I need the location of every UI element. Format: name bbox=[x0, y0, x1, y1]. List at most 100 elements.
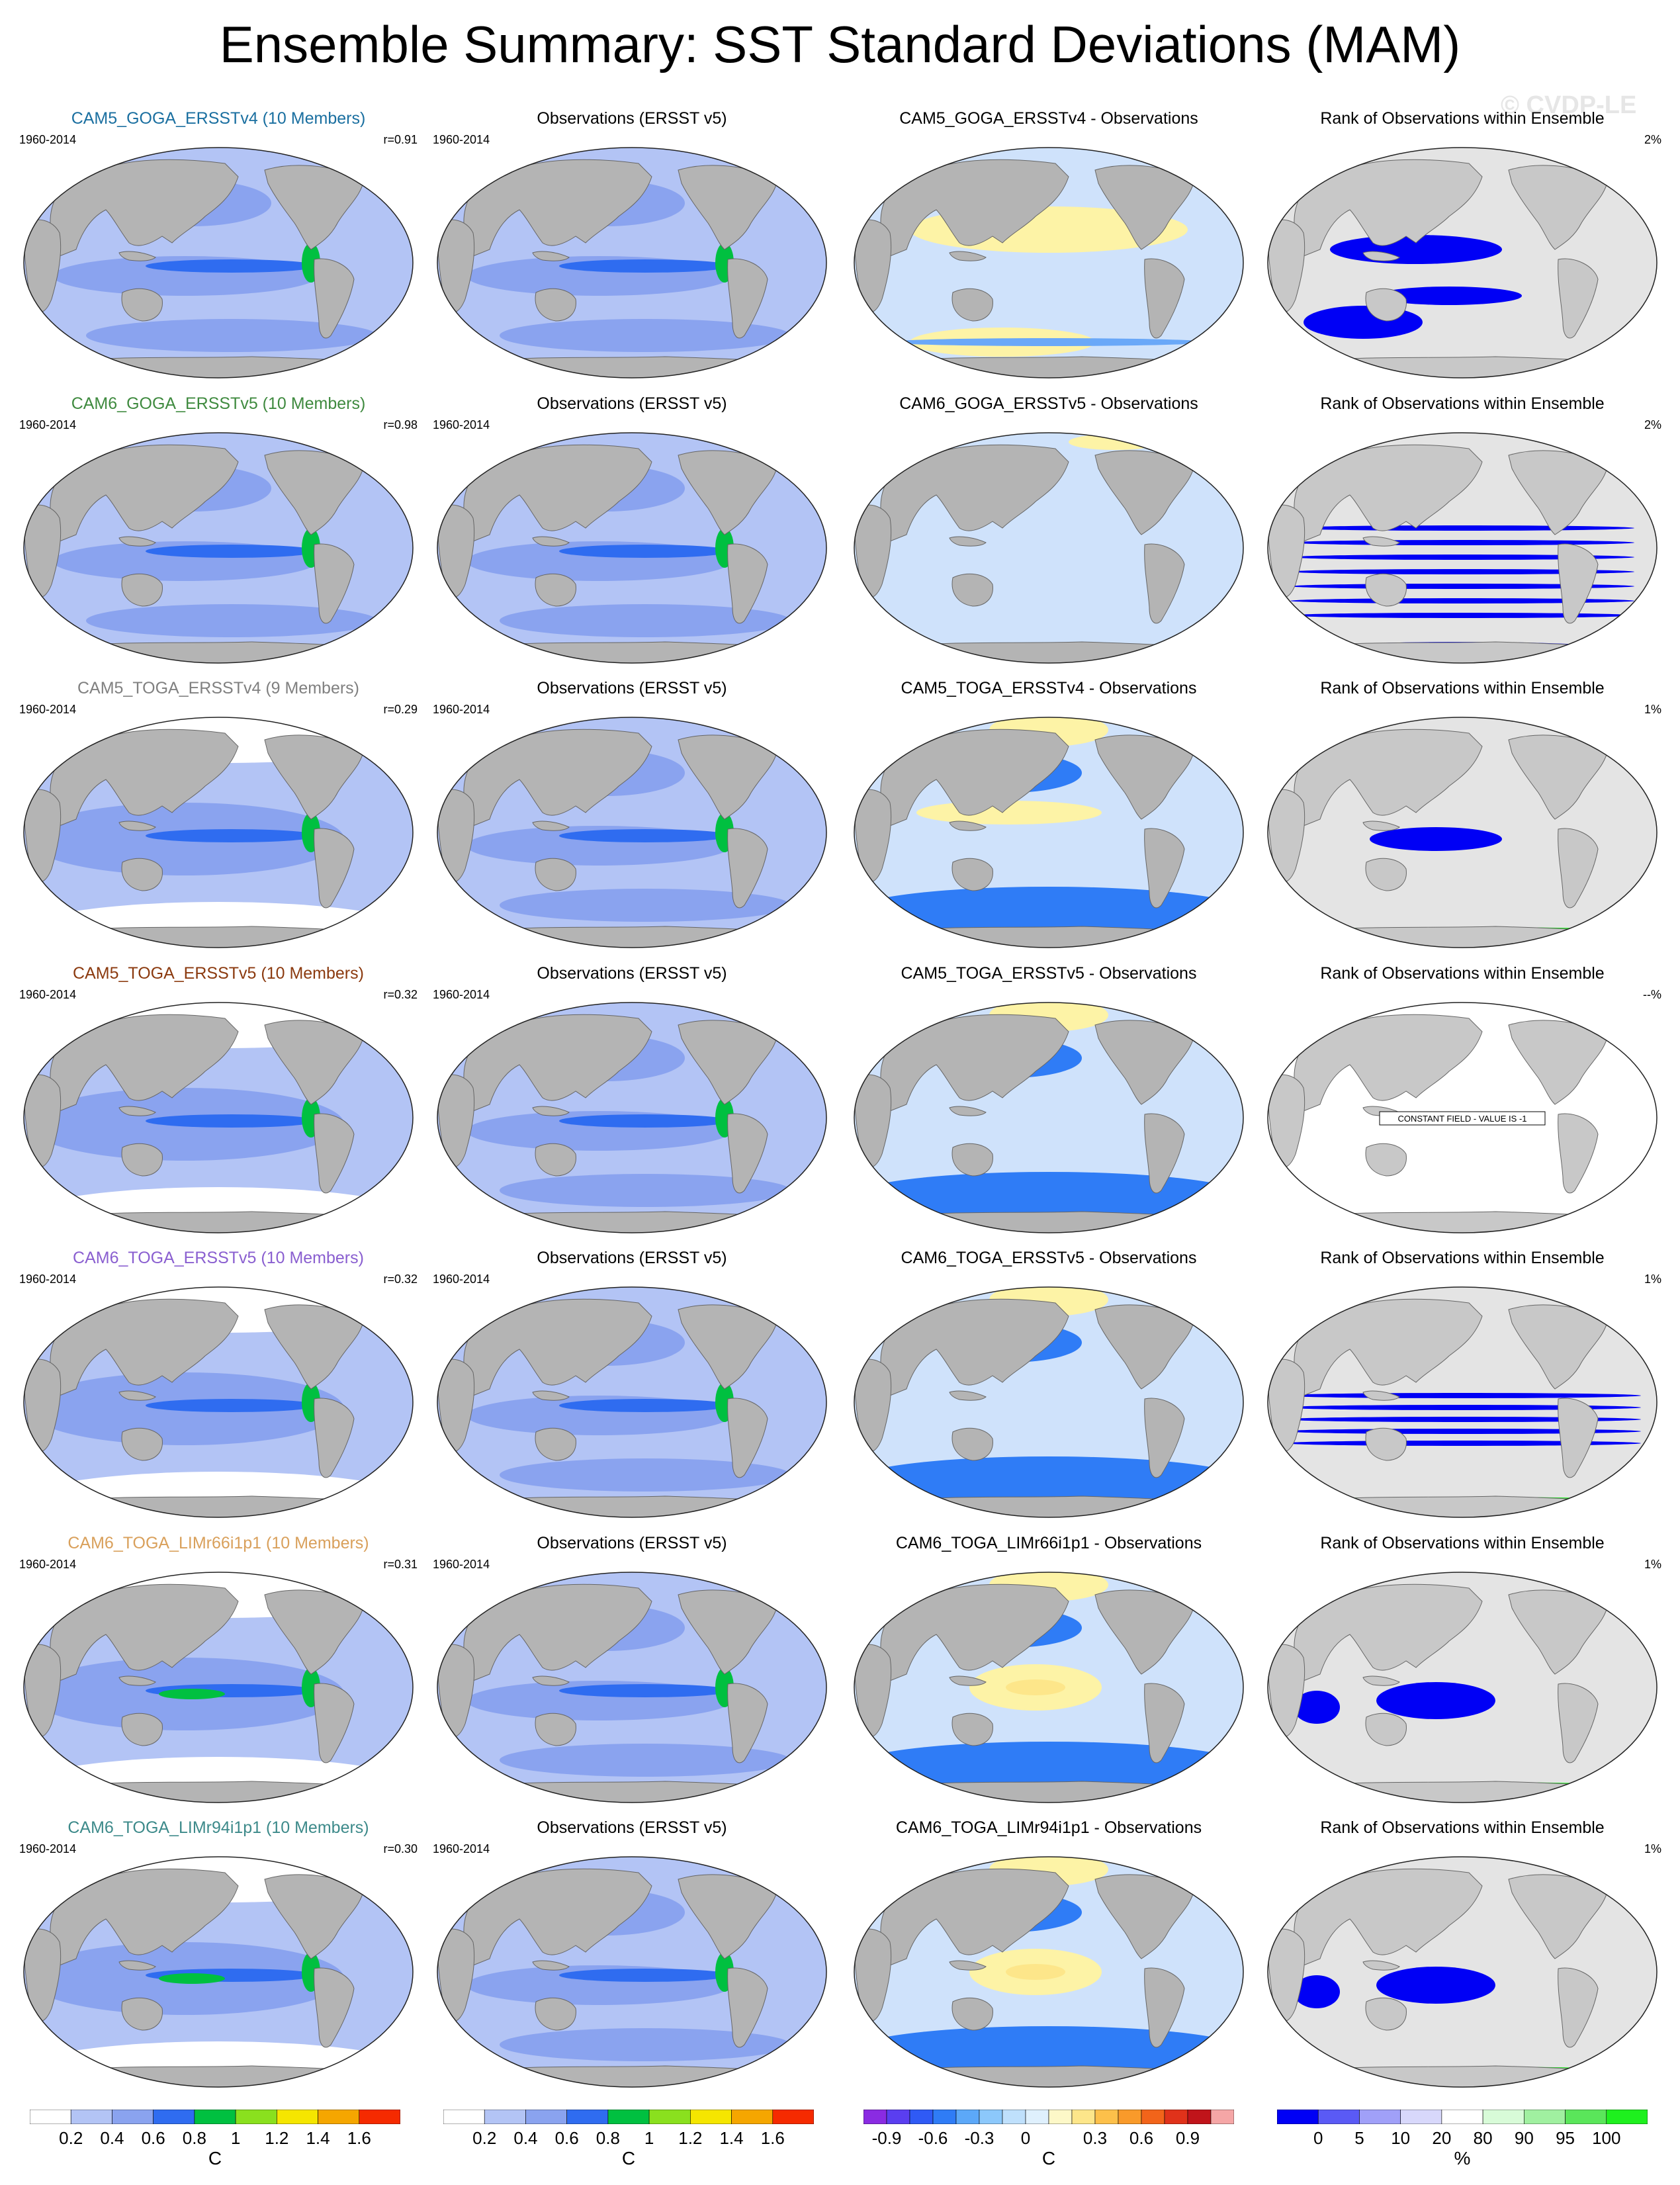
panel-diff-row-5: CAM6_TOGA_ERSSTv5 - Observations bbox=[840, 1242, 1257, 1527]
south-america-land bbox=[727, 1967, 768, 2048]
greenland-land bbox=[1197, 725, 1222, 750]
asia-land bbox=[50, 1583, 239, 1681]
map-border bbox=[23, 1571, 414, 1803]
colorbar-swatch bbox=[1565, 2109, 1607, 2125]
south-america-land bbox=[314, 828, 355, 909]
south-america-land bbox=[314, 1683, 355, 1763]
map-border bbox=[437, 147, 827, 379]
panel-title: Rank of Observations within Ensemble bbox=[1320, 394, 1605, 413]
greenland-land bbox=[1611, 1010, 1636, 1036]
south-america-land bbox=[1144, 258, 1185, 339]
australia-land bbox=[1365, 858, 1407, 891]
asia-land bbox=[463, 1583, 652, 1681]
figure-title: Ensemble Summary: SST Standard Deviation… bbox=[219, 15, 1461, 73]
colorbar-swatch bbox=[909, 2109, 934, 2125]
colorbar-swatch bbox=[1210, 2109, 1235, 2125]
world-map bbox=[23, 1856, 414, 2088]
colorbar-4: 0 5 10 20 80 90 95 100% bbox=[1276, 2109, 1648, 2168]
constant-field-note: CONSTANT FIELD - VALUE IS -1 bbox=[1397, 1114, 1526, 1124]
note-box bbox=[1379, 1111, 1546, 1125]
world-map bbox=[1267, 1571, 1658, 1803]
indonesia-land bbox=[118, 1106, 156, 1116]
panel-title: Observations (ERSST v5) bbox=[537, 1818, 727, 1837]
panel-model-row-1: CAM5_GOGA_ERSSTv4 (10 Members) 1960-2014 r… bbox=[10, 103, 427, 387]
map-border bbox=[1267, 1571, 1658, 1803]
map-border bbox=[437, 1856, 827, 2088]
panel-model-row-3: CAM5_TOGA_ERSSTv4 (9 Members) 1960-2014 r=… bbox=[10, 672, 427, 957]
colorbar-tick-label: 0 bbox=[1020, 2128, 1031, 2148]
colorbar-1: 0.2 0.4 0.6 0.8 1 1.2 1.4 1.6 C bbox=[29, 2109, 401, 2168]
period-label: 1960-2014 bbox=[433, 1842, 490, 1855]
australia-land bbox=[951, 1713, 993, 1746]
asia-land bbox=[50, 1298, 239, 1396]
colorbar-tick-label: 0.3 bbox=[1083, 2128, 1108, 2148]
south-america-land bbox=[1144, 828, 1185, 909]
rank-percent: 1% bbox=[1644, 1842, 1661, 1855]
period-label: 1960-2014 bbox=[433, 987, 490, 1001]
greenland-land bbox=[1611, 155, 1636, 181]
australia-land bbox=[1365, 1997, 1407, 2031]
colorbar-swatch bbox=[359, 2109, 401, 2125]
greenland-land bbox=[1611, 725, 1636, 750]
world-map bbox=[854, 147, 1244, 379]
field-contour bbox=[854, 1171, 1243, 1222]
asia-land bbox=[50, 444, 239, 542]
field-contour bbox=[1290, 612, 1634, 618]
asia-land bbox=[880, 159, 1069, 257]
colorbar-tick-label: 0.4 bbox=[100, 2128, 124, 2148]
colorbar-unit: C bbox=[621, 2148, 636, 2168]
pattern-correlation: r=0.31 bbox=[383, 1557, 418, 1571]
asia-land bbox=[1294, 1014, 1483, 1112]
colorbar-swatch bbox=[863, 2109, 887, 2125]
world-map bbox=[1267, 1286, 1658, 1518]
asia-land bbox=[1294, 444, 1483, 542]
world-map bbox=[854, 1001, 1244, 1233]
asia-land bbox=[50, 1868, 239, 1966]
indonesia-land bbox=[1362, 821, 1400, 831]
colorbar-swatch bbox=[1317, 2109, 1360, 2125]
colorbar-tick-label: 1.6 bbox=[760, 2128, 785, 2148]
field-layer bbox=[24, 1572, 413, 1803]
field-contour bbox=[86, 603, 377, 637]
colorbar-swatch bbox=[112, 2109, 154, 2125]
greenland-land bbox=[367, 725, 392, 750]
africa-land bbox=[437, 789, 475, 883]
field-contour bbox=[890, 338, 1208, 346]
indonesia-land bbox=[118, 1960, 156, 1971]
colorbar-swatch bbox=[1094, 2109, 1119, 2125]
asia-land bbox=[463, 729, 652, 826]
field-contour bbox=[1284, 1417, 1641, 1422]
australia-land bbox=[121, 1713, 163, 1746]
asia-land bbox=[880, 1583, 1069, 1681]
africa-land bbox=[1268, 1074, 1305, 1167]
australia-land bbox=[1365, 1143, 1407, 1177]
field-layer bbox=[854, 1572, 1243, 1803]
indonesia-land bbox=[118, 1675, 156, 1686]
pattern-correlation: r=0.30 bbox=[383, 1842, 418, 1855]
africa-land bbox=[24, 1359, 62, 1452]
field-layer bbox=[1268, 717, 1657, 948]
panel-obs-row-5: Observations (ERSST v5) 1960-2014 bbox=[423, 1242, 840, 1527]
map-border bbox=[854, 1856, 1244, 2088]
greenland-land bbox=[1197, 440, 1222, 466]
colorbar-tick-label: 5 bbox=[1354, 2128, 1364, 2148]
map-border bbox=[1267, 1001, 1658, 1233]
period-label: 1960-2014 bbox=[433, 1272, 490, 1286]
colorbar-tick-label: 1.4 bbox=[306, 2128, 330, 2148]
world-map bbox=[437, 1571, 827, 1803]
colorbar-swatch bbox=[1276, 2109, 1319, 2125]
colorbar-swatch bbox=[1400, 2109, 1442, 2125]
africa-land bbox=[1268, 1928, 1305, 2022]
period-label: 1960-2014 bbox=[19, 1842, 77, 1855]
map-border bbox=[23, 1856, 414, 2088]
australia-land bbox=[951, 1997, 993, 2031]
panel-obs-row-4: Observations (ERSST v5) 1960-2014 bbox=[423, 958, 840, 1242]
australia-land bbox=[121, 288, 163, 322]
africa-land bbox=[1268, 1644, 1305, 1737]
field-contour bbox=[1290, 554, 1634, 560]
south-america-land bbox=[1144, 1113, 1185, 1193]
colorbar-tick-label: 1.2 bbox=[265, 2128, 289, 2148]
field-layer bbox=[854, 717, 1243, 948]
field-contour bbox=[559, 1399, 731, 1412]
panel-title: CAM6_GOGA_ERSSTv5 - Observations bbox=[899, 394, 1198, 413]
